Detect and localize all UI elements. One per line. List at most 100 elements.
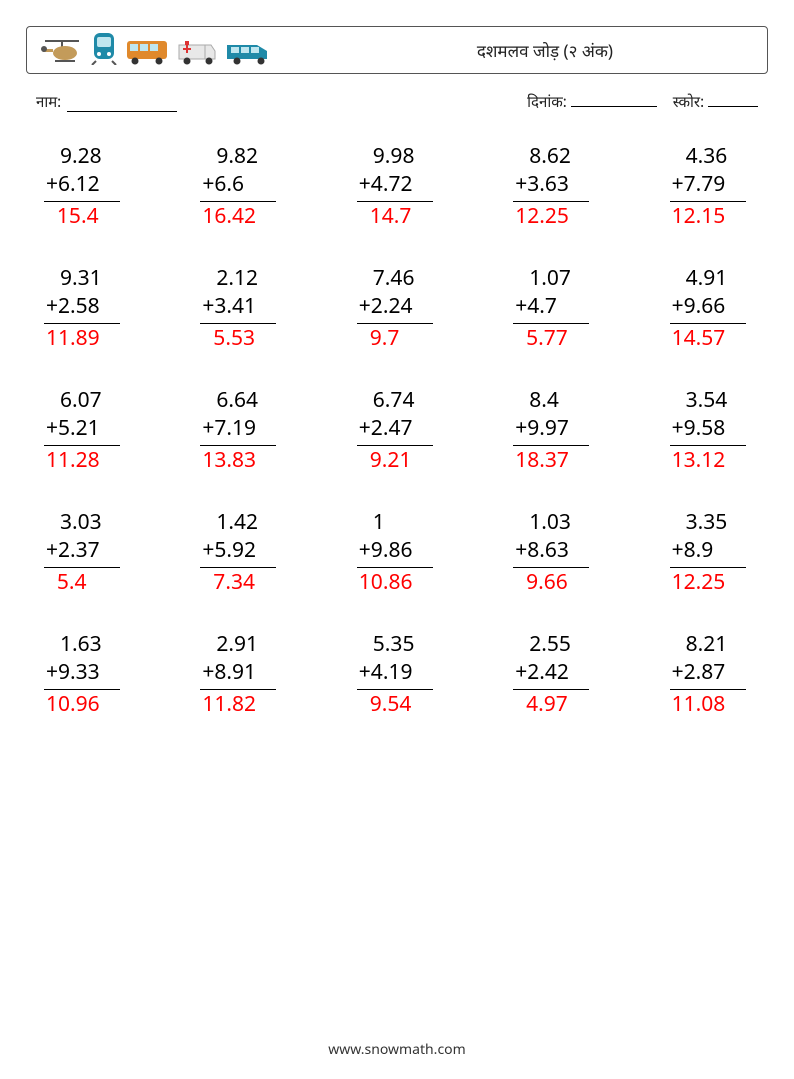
problem-25: 8.21+2.87 11.08 (664, 630, 764, 718)
problem-24: 2.55+2.42 4.97 (507, 630, 607, 718)
problem-17: 1.42+5.92 7.34 (194, 508, 294, 596)
operand-b: +6.12 (38, 170, 138, 198)
operand-b: +9.97 (507, 414, 607, 442)
header-bar: दशमलव जोड़ (२ अंक) (26, 26, 768, 74)
answer: 11.82 (194, 690, 256, 718)
problem-12: 6.64+7.19 13.83 (194, 386, 294, 474)
operand-a: 1.42 (194, 508, 294, 536)
worksheet-title: दशमलव जोड़ (२ अंक) (477, 39, 753, 62)
answer: 9.54 (351, 690, 412, 718)
operand-a: 6.74 (351, 386, 451, 414)
header-icons (41, 31, 271, 70)
operand-b: +7.19 (194, 414, 294, 442)
ambulance-icon (177, 37, 217, 70)
operand-b: +2.42 (507, 658, 607, 686)
operand-b: +7.79 (664, 170, 764, 198)
answer: 5.53 (194, 324, 255, 352)
operand-b: +9.58 (664, 414, 764, 442)
operand-a: 8.21 (664, 630, 764, 658)
operand-a: 3.35 (664, 508, 764, 536)
operand-a: 1.03 (507, 508, 607, 536)
problem-22: 2.91+8.9111.82 (194, 630, 294, 718)
operand-a: 2.12 (194, 264, 294, 292)
score-label: स्कोर: (673, 92, 704, 112)
answer: 14.7 (351, 202, 412, 230)
operand-a: 9.82 (194, 142, 294, 170)
metro-icon (91, 31, 117, 70)
name-blank[interactable] (67, 95, 177, 112)
footer-url: www.snowmath.com (0, 1040, 794, 1059)
answer: 12.25 (507, 202, 569, 230)
meta-row: नाम: दिनांक: स्कोर: (36, 90, 758, 112)
operand-a: 9.98 (351, 142, 451, 170)
problem-11: 6.07+5.2111.28 (38, 386, 138, 474)
answer: 10.86 (351, 568, 413, 596)
problem-4: 8.62+3.6312.25 (507, 142, 607, 230)
date-blank[interactable] (571, 90, 657, 107)
operand-a: 1.07 (507, 264, 607, 292)
problem-9: 1.07+4.7 5.77 (507, 264, 607, 352)
helicopter-icon (41, 37, 83, 70)
problem-14: 8.4+9.97 18.37 (507, 386, 607, 474)
operand-b: +4.19 (351, 658, 451, 686)
worksheet-page: दशमलव जोड़ (२ अंक) नाम: दिनांक: स्कोर: 9… (0, 26, 794, 1079)
operand-b: +8.91 (194, 658, 294, 686)
operand-a: 9.31 (38, 264, 138, 292)
answer: 18.37 (507, 446, 569, 474)
problem-21: 1.63+9.3310.96 (38, 630, 138, 718)
operand-a: 8.4 (507, 386, 607, 414)
problem-20: 3.35+8.9 12.25 (664, 508, 764, 596)
answer: 15.4 (38, 202, 99, 230)
problem-13: 6.74+2.47 9.21 (351, 386, 451, 474)
operand-b: +3.63 (507, 170, 607, 198)
operand-a: 6.07 (38, 386, 138, 414)
answer: 9.66 (507, 568, 568, 596)
answer: 11.28 (38, 446, 100, 474)
answer: 5.4 (38, 568, 87, 596)
operand-b: +8.63 (507, 536, 607, 564)
operand-b: +6.6 (194, 170, 294, 198)
answer: 13.83 (194, 446, 256, 474)
answer: 16.42 (194, 202, 256, 230)
problem-6: 9.31+2.5811.89 (38, 264, 138, 352)
operand-b: +9.66 (664, 292, 764, 320)
operand-b: +2.24 (351, 292, 451, 320)
operand-b: +2.87 (664, 658, 764, 686)
problem-18: 1+9.8610.86 (351, 508, 451, 596)
answer: 11.08 (664, 690, 726, 718)
operand-a: 1.63 (38, 630, 138, 658)
score-blank[interactable] (708, 90, 758, 107)
van-icon (225, 39, 271, 70)
answer: 9.7 (351, 324, 400, 352)
operand-a: 2.55 (507, 630, 607, 658)
answer: 9.21 (351, 446, 412, 474)
problem-15: 3.54+9.58 13.12 (664, 386, 764, 474)
operand-a: 7.46 (351, 264, 451, 292)
date-label: दिनांक: (527, 92, 567, 112)
operand-a: 9.28 (38, 142, 138, 170)
problem-2: 9.82+6.6 16.42 (194, 142, 294, 230)
problem-3: 9.98+4.72 14.7 (351, 142, 451, 230)
answer: 12.25 (664, 568, 726, 596)
answer: 10.96 (38, 690, 100, 718)
problems-grid: 9.28+6.12 15.49.82+6.616.429.98+4.72 14.… (38, 142, 764, 718)
operand-a: 4.91 (664, 264, 764, 292)
operand-a: 6.64 (194, 386, 294, 414)
answer: 13.12 (664, 446, 726, 474)
problem-16: 3.03+2.37 5.4 (38, 508, 138, 596)
problem-10: 4.91+9.6614.57 (664, 264, 764, 352)
answer: 12.15 (664, 202, 726, 230)
operand-a: 1 (351, 508, 451, 536)
operand-a: 5.35 (351, 630, 451, 658)
operand-b: +2.37 (38, 536, 138, 564)
operand-b: +3.41 (194, 292, 294, 320)
answer: 7.34 (194, 568, 255, 596)
operand-b: +4.7 (507, 292, 607, 320)
problem-23: 5.35+4.19 9.54 (351, 630, 451, 718)
operand-a: 3.54 (664, 386, 764, 414)
operand-b: +8.9 (664, 536, 764, 564)
operand-b: +2.47 (351, 414, 451, 442)
name-label: नाम: (36, 92, 61, 112)
problem-7: 2.12+3.41 5.53 (194, 264, 294, 352)
bus-icon (125, 37, 169, 70)
